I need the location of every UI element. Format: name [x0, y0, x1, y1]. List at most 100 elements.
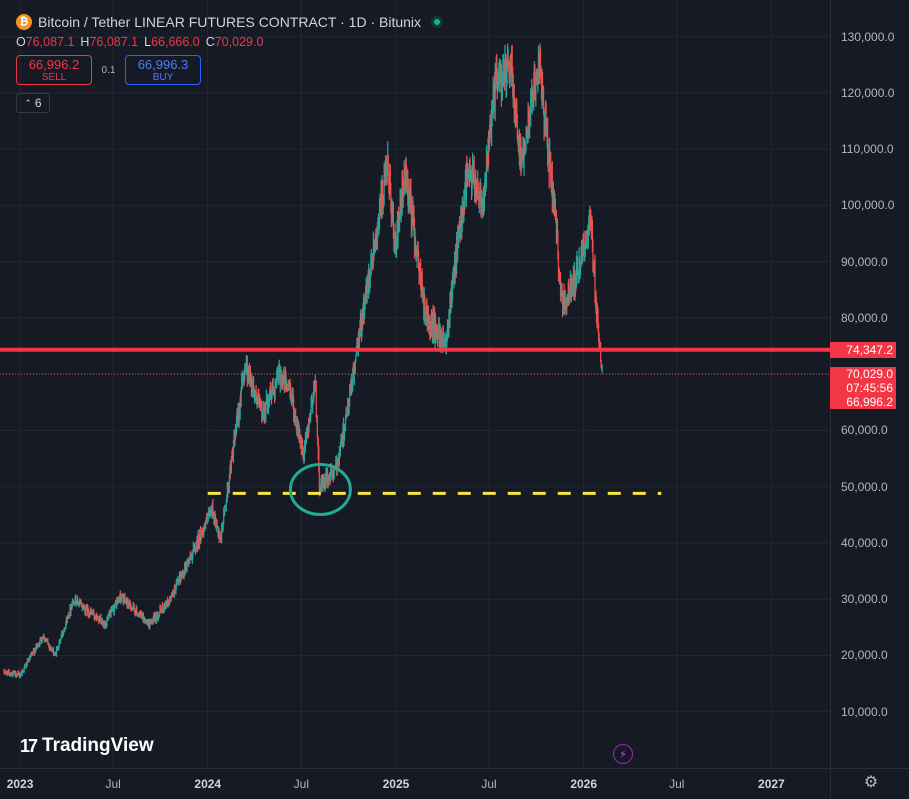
candle: [170, 594, 172, 602]
candle: [478, 191, 480, 214]
candle: [534, 64, 536, 101]
price-axis-label: 07:45:56: [830, 380, 896, 395]
lightning-icon[interactable]: ⚡: [613, 744, 633, 764]
candle: [114, 604, 116, 612]
y-tick-label: 60,000.0: [841, 423, 888, 438]
candle: [580, 245, 582, 268]
candle: [280, 366, 282, 384]
candle: [382, 179, 384, 208]
candle: [330, 463, 332, 482]
candle: [510, 60, 512, 87]
candle: [92, 608, 95, 615]
candle: [600, 341, 602, 363]
candle: [526, 126, 528, 135]
annotation-circle[interactable]: [288, 462, 352, 516]
price-axis-label: 74,347.2: [830, 341, 896, 358]
candle: [315, 380, 317, 418]
ohlc-open: O76,087.1: [16, 35, 75, 49]
candle: [130, 604, 132, 611]
axis-corner: [830, 768, 909, 799]
candle: [516, 114, 518, 141]
candle: [343, 423, 346, 441]
time-axis[interactable]: 2023 Jul 2024 Jul 2025 Jul 2026 Jul 2027: [0, 768, 830, 799]
candle: [494, 62, 496, 121]
buy-button[interactable]: 66,996.3 BUY: [125, 55, 201, 85]
candle: [77, 601, 79, 606]
candle: [179, 570, 181, 583]
candle: [232, 439, 235, 464]
tradingview-logo[interactable]: 17 TradingView: [20, 735, 154, 757]
candle: [216, 519, 218, 529]
candle: [369, 269, 371, 289]
candle: [229, 460, 231, 479]
candle: [366, 274, 368, 303]
candle: [390, 182, 392, 213]
candle: [175, 584, 177, 595]
candle: [387, 141, 389, 168]
candle: [26, 658, 28, 667]
candle: [424, 294, 426, 309]
candle: [469, 157, 471, 179]
indicators-toggle-button[interactable]: ⌃ 6: [16, 93, 50, 113]
sell-price: 66,996.2: [28, 57, 80, 72]
candle: [488, 124, 491, 150]
ohlc-values: O76,087.1 H76,087.1 L66,666.0 C70,029.0: [16, 35, 443, 49]
candle: [550, 151, 552, 187]
candle: [261, 400, 263, 424]
candle: [71, 598, 74, 607]
candle: [266, 394, 269, 414]
candle: [392, 202, 395, 239]
candle: [293, 396, 295, 423]
candle: [557, 251, 560, 282]
candle: [91, 609, 93, 615]
candle: [272, 377, 274, 392]
candle: [416, 246, 418, 268]
chart-plot-area[interactable]: [0, 0, 830, 768]
candle: [63, 628, 65, 635]
candlestick-series: [3, 43, 603, 679]
candle: [52, 646, 55, 657]
candle: [520, 147, 523, 173]
candle: [434, 313, 437, 339]
candle: [159, 604, 162, 613]
candle: [178, 578, 180, 586]
ohlc-low: L66,666.0: [144, 35, 200, 49]
candle: [471, 179, 473, 197]
y-tick-label: 110,000.0: [841, 142, 894, 157]
candle: [151, 620, 153, 625]
candle: [189, 556, 191, 564]
candle: [285, 378, 288, 388]
sell-button[interactable]: 66,996.2 SELL: [16, 55, 92, 85]
candle: [584, 243, 586, 258]
candle: [228, 474, 230, 494]
chevron-up-icon: ⌃: [24, 97, 32, 108]
candle: [362, 293, 365, 319]
candle: [405, 158, 407, 172]
tradingview-logo-text: TradingView: [42, 735, 154, 756]
x-tick-label: 2026: [570, 777, 598, 791]
candle: [192, 549, 194, 560]
x-tick-label: 2023: [6, 777, 34, 791]
candle: [72, 599, 74, 602]
candle: [322, 475, 324, 492]
buy-label: BUY: [152, 72, 174, 83]
candle: [74, 594, 77, 605]
candle: [93, 612, 95, 620]
candle: [55, 646, 58, 657]
candle: [17, 670, 20, 674]
symbol-title[interactable]: Bitcoin / Tether LINEAR FUTURES CONTRACT…: [38, 14, 422, 30]
candle: [41, 636, 43, 643]
candle: [207, 510, 209, 523]
candle: [118, 597, 120, 604]
y-tick-label: 120,000.0: [841, 85, 895, 100]
candle: [265, 401, 267, 423]
candle: [249, 365, 252, 376]
candle: [252, 375, 255, 396]
y-tick-label: 10,000.0: [841, 704, 888, 719]
candle: [592, 239, 594, 273]
bitcoin-icon: ₿: [16, 14, 32, 30]
gear-icon[interactable]: ⚙: [863, 774, 879, 791]
candle: [230, 455, 233, 474]
candle: [28, 656, 30, 663]
